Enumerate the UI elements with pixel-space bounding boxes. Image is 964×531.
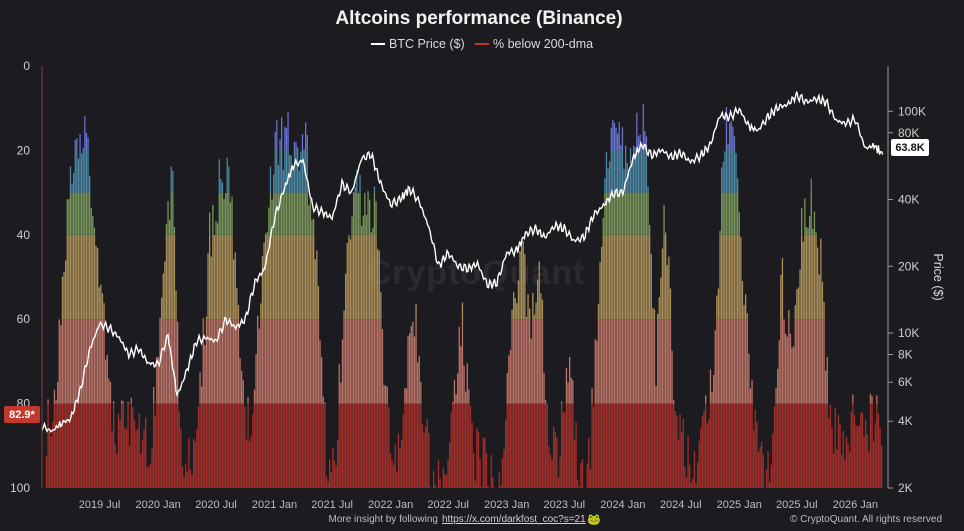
right-tick-label: 6K <box>898 375 913 389</box>
x-tick-label: 2021 Jan <box>252 499 297 511</box>
right-axis-label: Price ($) <box>931 253 945 300</box>
left-tick-label: 60 <box>17 312 31 326</box>
right-tick-label: 2K <box>898 481 913 495</box>
legend-label-btc-price[interactable]: BTC Price ($) <box>389 37 465 51</box>
frog-icon: 🐸 <box>587 513 601 526</box>
watermark: CryptoQuant <box>367 254 586 292</box>
x-tick-label: 2021 Jul <box>311 499 353 511</box>
x-tick-label: 2022 Jul <box>427 499 469 511</box>
x-tick-label: 2023 Jan <box>484 499 529 511</box>
left-tick-label: 100 <box>10 481 30 495</box>
right-tick-label: 4K <box>898 414 913 428</box>
chart-title: Altcoins performance (Binance) <box>335 8 622 29</box>
left-tick-label: 40 <box>17 228 31 242</box>
btc-price-line <box>41 91 884 433</box>
x-tick-label: 2025 Jul <box>776 499 818 511</box>
right-tick-label: 40K <box>898 193 919 207</box>
left-tick-label: 0 <box>23 59 30 73</box>
current-price-tag-bg <box>891 139 929 156</box>
current-price-tag: 63.8K <box>891 139 929 156</box>
right-tick-label: 100K <box>898 104 926 118</box>
x-tick-label: 2024 Jan <box>600 499 645 511</box>
pct-below-series <box>45 103 883 488</box>
x-tick-label: 2026 Jan <box>833 499 878 511</box>
x-tick-label: 2020 Jan <box>135 499 180 511</box>
right-axis-ticks: 2K 4K 6K 8K 10K 20K 40K 80K 100K <box>888 104 926 495</box>
current-pct-tag-bg <box>4 406 40 423</box>
footer-credit: © CryptoQuant. All rights reserved <box>790 514 942 525</box>
x-tick-label: 2022 Jan <box>368 499 413 511</box>
x-axis-ticks: 2019 Jul 2020 Jan 2020 Jul 2021 Jan 2021 Jul… <box>79 499 878 511</box>
x-tick-label: 2024 Jul <box>660 499 702 511</box>
footer-insight-text: More insight by following <box>329 514 439 525</box>
footer: More insight by following https://x.com/… <box>329 513 943 526</box>
right-tick-label: 80K <box>898 126 919 140</box>
current-price-value: 63.8K <box>895 142 924 154</box>
left-tick-label: 20 <box>17 143 31 157</box>
legend-label-pct-below[interactable]: % below 200-dma <box>493 37 593 51</box>
x-tick-label: 2020 Jul <box>195 499 237 511</box>
x-tick-label: 2023 Jul <box>544 499 586 511</box>
legend[interactable]: BTC Price ($) % below 200-dma <box>371 37 593 51</box>
x-tick-label: 2025 Jan <box>717 499 762 511</box>
current-pct-value: 82.9* <box>9 409 35 421</box>
right-tick-label: 10K <box>898 326 919 340</box>
x-tick-label: 2019 Jul <box>79 499 121 511</box>
footer-insight-link[interactable]: https://x.com/darkfost_coc?s=21 <box>442 514 586 525</box>
right-tick-label: 20K <box>898 259 919 273</box>
current-pct-tag: 82.9* <box>4 406 40 423</box>
right-tick-label: 8K <box>898 347 913 361</box>
